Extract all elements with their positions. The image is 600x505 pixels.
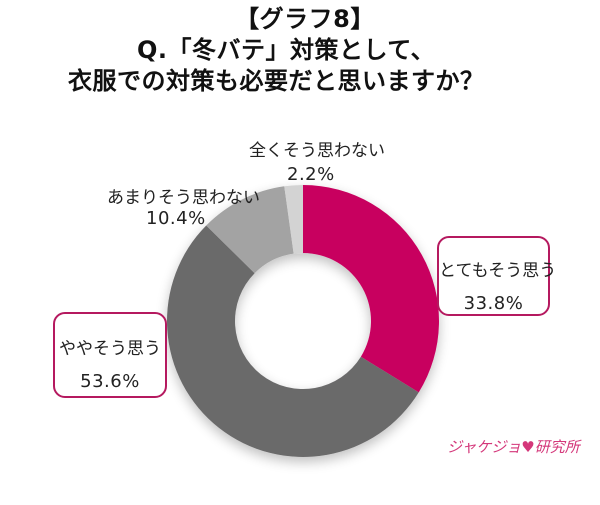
slice-somewhat <box>167 225 419 457</box>
pct-somewhat: 53.6% <box>80 371 140 392</box>
label-somewhat: ややそう思う <box>59 339 161 359</box>
callout-very-much: とてもそう思う 33.8% <box>437 236 557 316</box>
pct-not-much: 10.4% <box>146 208 206 229</box>
heart-icon: ♥ <box>521 438 535 456</box>
label-not-at-all: 全くそう思わない <box>249 141 385 161</box>
question-line-2: 衣服での対策も必要だと思いますか？ <box>68 67 485 95</box>
donut-slices <box>167 185 439 457</box>
pct-not-at-all: 2.2% <box>287 164 335 185</box>
callout-somewhat: ややそう思う 53.6% <box>53 312 167 398</box>
brand-logo: ジャケジョ♥研究所 <box>447 436 580 457</box>
logo-text-right: 研究所 <box>534 438 580 456</box>
question-line-1: Q.「冬バテ」対策として、 <box>137 36 436 64</box>
label-not-much: あまりそう思わない <box>107 188 260 208</box>
slice-very-much <box>303 185 439 393</box>
label-very-much: とてもそう思う <box>439 261 557 281</box>
chart-title: 【グラフ8】 Q.「冬バテ」対策として、 衣服での対策も必要だと思いますか？ <box>0 4 600 97</box>
logo-text-left: ジャケジョ <box>447 438 522 456</box>
graph-label: 【グラフ8】 <box>235 5 375 33</box>
pct-very-much: 33.8% <box>463 293 524 314</box>
slice-not-at-all <box>284 185 303 254</box>
slice-not-much <box>206 186 294 274</box>
